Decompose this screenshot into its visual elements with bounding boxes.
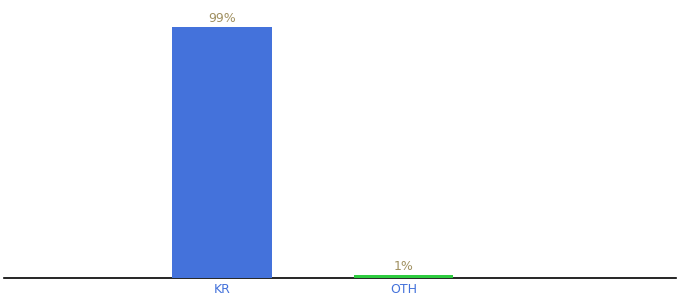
Text: 99%: 99% <box>208 12 236 25</box>
Bar <box>172 27 272 278</box>
Text: 1%: 1% <box>394 260 413 273</box>
Bar <box>354 275 454 278</box>
